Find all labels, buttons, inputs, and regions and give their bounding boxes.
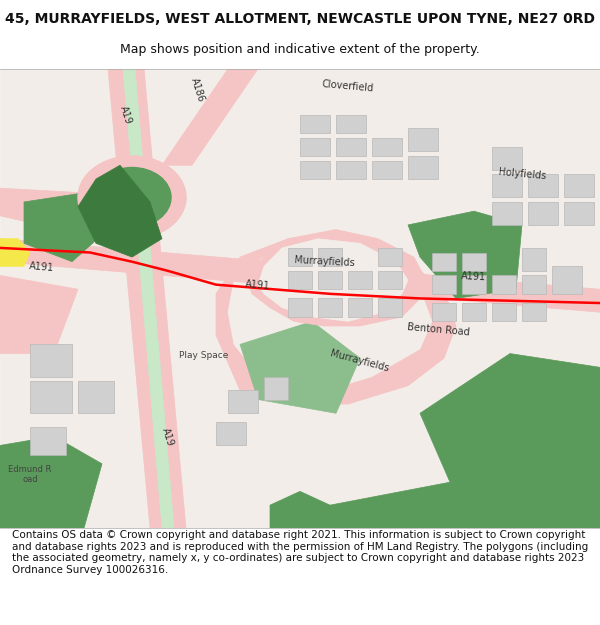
Polygon shape [288,271,312,289]
Text: A191: A191 [29,261,55,273]
Polygon shape [378,298,402,317]
Polygon shape [78,381,114,413]
Polygon shape [522,248,546,271]
Polygon shape [420,354,600,482]
Polygon shape [522,276,546,294]
Polygon shape [528,174,558,198]
Polygon shape [408,211,522,298]
Polygon shape [432,303,456,321]
Text: Benton Road: Benton Road [406,322,470,338]
Polygon shape [0,276,78,354]
Text: Edmund R
oad: Edmund R oad [8,465,52,484]
Polygon shape [492,202,522,225]
Polygon shape [300,115,330,133]
Polygon shape [318,298,342,317]
Text: A191: A191 [461,271,487,282]
Polygon shape [318,248,342,266]
Polygon shape [240,321,360,413]
Text: Cloverfield: Cloverfield [322,79,374,94]
Polygon shape [24,192,108,262]
Polygon shape [246,229,426,326]
Polygon shape [108,69,186,528]
Polygon shape [258,239,408,321]
Polygon shape [288,298,312,317]
Polygon shape [162,69,258,165]
Polygon shape [552,266,582,294]
Polygon shape [336,161,366,179]
Polygon shape [0,239,30,266]
Polygon shape [564,174,594,198]
Polygon shape [270,491,330,528]
Polygon shape [318,271,342,289]
Text: A191: A191 [245,279,271,291]
Polygon shape [432,276,456,294]
Polygon shape [0,436,102,528]
Polygon shape [378,271,402,289]
Circle shape [93,168,171,228]
Polygon shape [528,202,558,225]
Polygon shape [0,239,600,312]
Polygon shape [492,174,522,198]
Polygon shape [348,298,372,317]
Polygon shape [462,303,486,321]
Polygon shape [372,161,402,179]
Polygon shape [123,69,174,528]
Polygon shape [216,422,246,446]
Polygon shape [564,202,594,225]
Polygon shape [408,156,438,179]
Circle shape [78,156,186,239]
Polygon shape [30,427,66,454]
Polygon shape [336,115,366,133]
Polygon shape [432,253,456,271]
Text: A186: A186 [190,76,206,103]
Text: Murrayfields: Murrayfields [293,255,355,268]
Polygon shape [300,138,330,156]
Polygon shape [264,376,288,399]
Text: A19: A19 [118,105,134,126]
Text: Murrayfields: Murrayfields [329,349,391,374]
Polygon shape [0,69,600,528]
Polygon shape [330,427,600,528]
Polygon shape [492,147,522,170]
Polygon shape [492,276,516,294]
Polygon shape [378,248,402,266]
Text: Map shows position and indicative extent of the property.: Map shows position and indicative extent… [120,43,480,56]
Polygon shape [408,129,438,151]
Polygon shape [462,276,486,294]
Text: 45, MURRAYFIELDS, WEST ALLOTMENT, NEWCASTLE UPON TYNE, NE27 0RD: 45, MURRAYFIELDS, WEST ALLOTMENT, NEWCAS… [5,12,595,26]
Polygon shape [30,344,72,376]
Text: Contains OS data © Crown copyright and database right 2021. This information is : Contains OS data © Crown copyright and d… [12,530,588,575]
Polygon shape [288,248,312,266]
Text: Holyfields: Holyfields [498,167,546,181]
Polygon shape [300,161,330,179]
Text: Play Space: Play Space [179,351,229,360]
Polygon shape [522,303,546,321]
Polygon shape [0,188,96,229]
Polygon shape [372,138,402,156]
Polygon shape [348,271,372,289]
Polygon shape [492,303,516,321]
Polygon shape [462,253,486,271]
Polygon shape [228,248,432,395]
Polygon shape [336,138,366,156]
Polygon shape [30,381,72,413]
Text: A19: A19 [160,426,176,448]
Polygon shape [216,239,456,404]
Polygon shape [78,165,162,257]
Polygon shape [228,390,258,413]
